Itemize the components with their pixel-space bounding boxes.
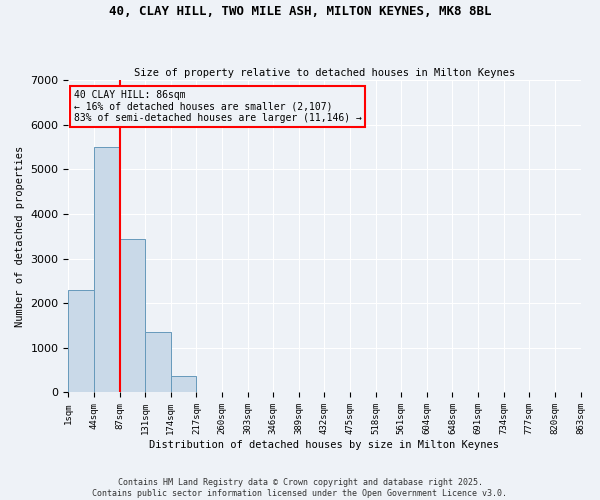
Bar <box>68 290 94 392</box>
Text: Contains HM Land Registry data © Crown copyright and database right 2025.
Contai: Contains HM Land Registry data © Crown c… <box>92 478 508 498</box>
Title: Size of property relative to detached houses in Milton Keynes: Size of property relative to detached ho… <box>134 68 515 78</box>
Y-axis label: Number of detached properties: Number of detached properties <box>15 146 25 327</box>
Bar <box>145 332 171 392</box>
Text: 40 CLAY HILL: 86sqm
← 16% of detached houses are smaller (2,107)
83% of semi-det: 40 CLAY HILL: 86sqm ← 16% of detached ho… <box>74 90 361 122</box>
Bar <box>119 238 145 392</box>
Bar <box>94 147 119 392</box>
X-axis label: Distribution of detached houses by size in Milton Keynes: Distribution of detached houses by size … <box>149 440 499 450</box>
Bar <box>171 376 196 392</box>
Text: 40, CLAY HILL, TWO MILE ASH, MILTON KEYNES, MK8 8BL: 40, CLAY HILL, TWO MILE ASH, MILTON KEYN… <box>109 5 491 18</box>
